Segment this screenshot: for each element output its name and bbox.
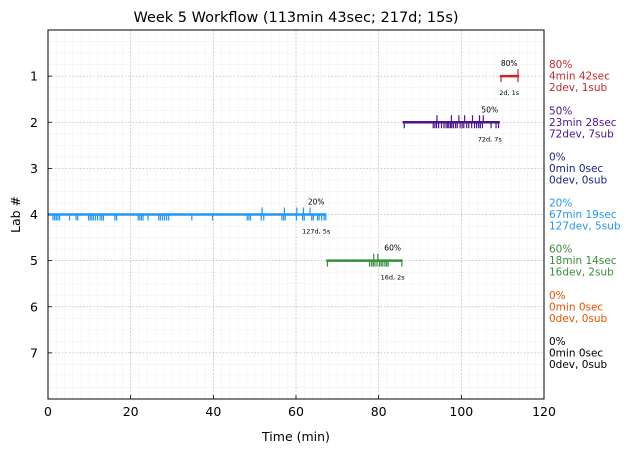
x-tick-label: 40 (205, 404, 221, 419)
x-tick-label: 80 (371, 404, 387, 419)
lab-7-summary-line: 0min 0sec (549, 347, 603, 359)
x-tick-label: 120 (532, 404, 556, 419)
lab-5-count-label: 16d, 2s (381, 274, 406, 282)
y-tick-label: 1 (30, 69, 38, 84)
lab-4-summary-line: 127dev, 5sub (549, 221, 621, 233)
lab-1-summary-line: 80% (549, 59, 572, 71)
lab-3-summary-line: 0min 0sec (549, 163, 603, 175)
lab-1-summary-line: 2dev, 1sub (549, 82, 608, 94)
lab-6-summary-line: 0min 0sec (549, 301, 603, 313)
lab-7-summary-line: 0dev, 0sub (549, 359, 608, 371)
plot-area (47, 29, 545, 400)
x-axis-label: Time (min) (261, 429, 330, 444)
lab-5-summary-line: 18min 14sec (549, 255, 617, 267)
x-tick-label: 20 (123, 404, 139, 419)
lab-2-summary-line: 23min 28sec (549, 117, 617, 129)
y-tick-label: 6 (30, 299, 38, 314)
chart-title: Week 5 Workflow (113min 43sec; 217d; 15s… (133, 10, 458, 26)
lab-4-summary-line: 20% (549, 198, 572, 210)
lab-2-percent-label: 50% (481, 105, 498, 114)
axis-ticks: 0 20 40 60 80 100 120 1 2 3 4 5 6 7 (30, 69, 556, 419)
y-tick-label: 5 (30, 253, 38, 268)
lab-1-summary-line: 4min 42sec (549, 71, 610, 83)
x-tick-label: 100 (449, 404, 473, 419)
lab-6-summary-line: 0dev, 0sub (549, 313, 608, 325)
lab-1-count-label: 2d, 1s (499, 89, 520, 97)
lab-2-count-label: 72d, 7s (478, 135, 503, 143)
y-tick-label: 2 (30, 115, 38, 130)
x-tick-label: 60 (288, 404, 304, 419)
lab-4-percent-label: 20% (308, 198, 325, 207)
lab-1-percent-label: 80% (501, 59, 518, 68)
lab-7-summary-line: 0% (549, 336, 566, 348)
lab-3-summary-line: 0dev, 0sub (549, 174, 608, 186)
y-axis-label: Lab # (8, 196, 23, 233)
y-tick-label: 7 (30, 345, 38, 360)
lab-5-summary-line: 16dev, 2sub (549, 267, 614, 279)
lab-4-count-label: 127d, 5s (302, 228, 331, 236)
lab-3-summary-line: 0% (549, 151, 566, 163)
lab-4-summary-line: 67min 19sec (549, 209, 617, 221)
lab-6-summary-line: 0% (549, 290, 566, 302)
lab-5-summary-line: 60% (549, 244, 572, 256)
x-tick-label: 0 (44, 404, 52, 419)
lab-5-percent-label: 60% (384, 244, 401, 253)
lab-2-summary-line: 72dev, 7sub (549, 128, 614, 140)
lab-2-summary-line: 50% (549, 105, 572, 117)
y-tick-label: 3 (30, 161, 38, 176)
y-tick-label: 4 (30, 207, 38, 222)
